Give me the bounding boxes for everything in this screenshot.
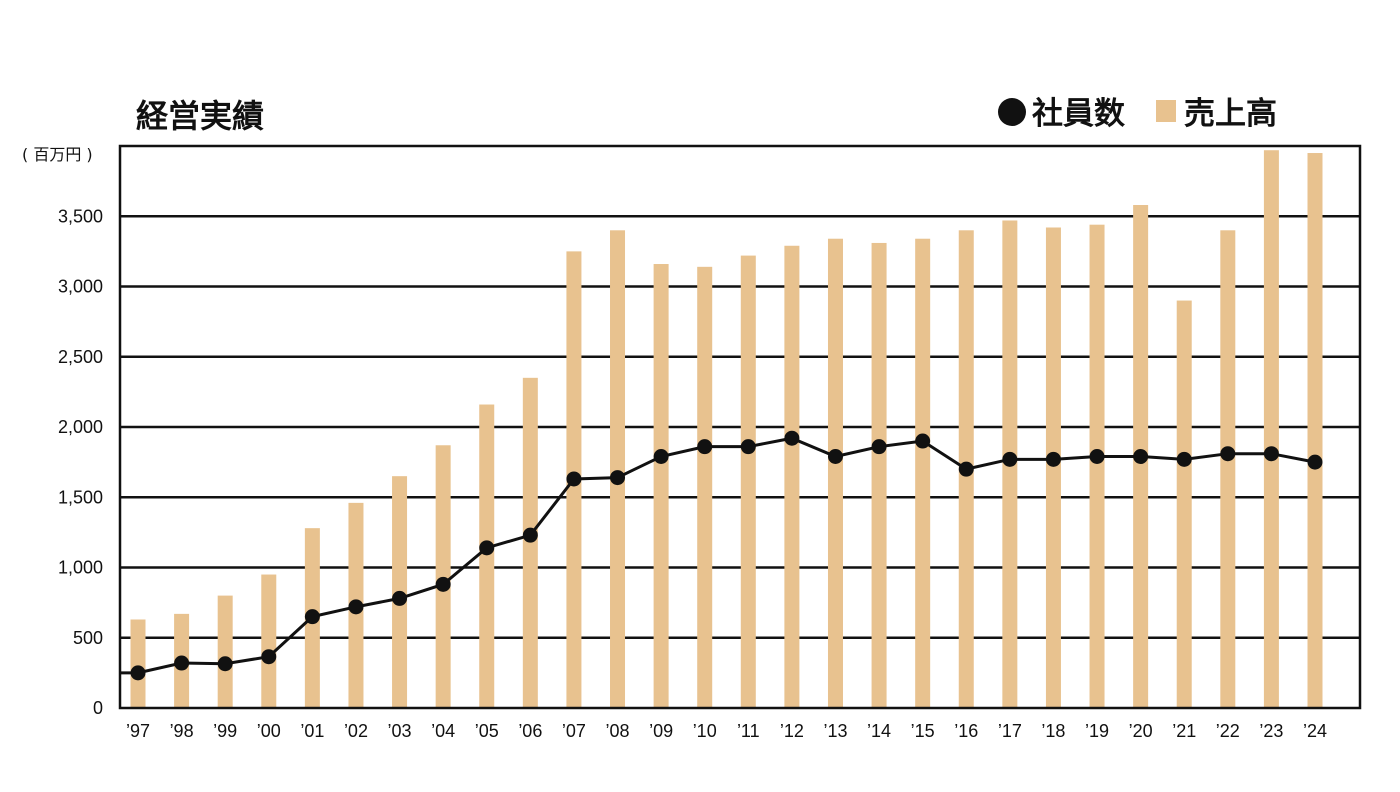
x-tick-label: ’08 [606,721,630,741]
sales-bar [130,619,146,708]
x-tick-label: ’98 [170,721,194,741]
employees-point [1220,446,1236,462]
x-tick-label: ’23 [1259,721,1283,741]
sales-bar [784,245,800,708]
x-axis-ticks: ’97 ’98 ’99 ’00 ’01 ’02 ’03 ’04 ’05 ’06 ’07 ’08 ’09 ’… [126,721,1327,741]
x-tick-label: ’22 [1216,721,1240,741]
x-tick-label: ’20 [1129,721,1153,741]
sales-bar [915,238,931,709]
y-axis-ticks: 0 500 1,000 1,500 2,000 2,500 3,000 3,500 [58,206,103,718]
plot-frame [118,144,1362,710]
y-tick-label: 2,500 [58,347,103,367]
sales-bar [1176,300,1192,708]
employees-point [958,461,974,477]
employees-point [304,609,320,625]
sales-bar [697,266,713,708]
y-tick-label: 3,000 [58,277,103,297]
y-tick-label: 2,000 [58,417,103,437]
y-unit-label: ( 百万円 ) [22,145,93,164]
legend: 社員数 売上高 [998,96,1277,132]
line-series [120,430,1323,681]
employees-point [1176,451,1192,467]
employees-point [653,449,669,465]
employees-point [174,655,190,671]
sales-bar [479,404,495,708]
sales-bar [827,238,843,709]
x-tick-label: ’09 [649,721,673,741]
x-tick-label: ’06 [518,721,542,741]
employees-point [610,470,626,486]
employees-point [697,439,713,455]
y-tick-label: 3,500 [58,206,103,226]
x-tick-label: ’04 [431,721,455,741]
x-tick-label: ’11 [737,721,760,741]
sales-bar [217,595,233,708]
employees-point [479,540,495,556]
sales-bar [1045,227,1061,709]
x-tick-label: ’19 [1085,721,1109,741]
employees-point [740,439,756,455]
sales-bar [1089,224,1105,708]
x-tick-label: ’99 [213,721,237,741]
legend-label-sales: 売上高 [1184,96,1277,132]
x-tick-label: ’21 [1172,721,1196,741]
y-tick-label: 500 [73,628,103,648]
sales-bar [1263,150,1279,709]
x-tick-label: ’17 [998,721,1022,741]
x-tick-label: ’12 [780,721,804,741]
y-tick-label: 0 [93,698,103,718]
employees-point [217,656,233,672]
employees-point [522,527,538,543]
employees-point [1089,449,1105,465]
x-tick-label: ’00 [257,721,281,741]
x-tick-label: ’18 [1041,721,1065,741]
x-tick-label: ’24 [1303,721,1327,741]
employees-point [915,433,931,449]
x-tick-label: ’13 [823,721,847,741]
y-tick-label: 1,500 [58,487,103,507]
employees-point [1133,449,1149,465]
employees-point [392,590,408,606]
x-tick-label: ’07 [562,721,586,741]
sales-bar [522,377,538,708]
legend-marker-employees [998,98,1026,126]
sales-bar [653,264,669,708]
sales-bar [435,445,451,708]
x-tick-label: ’16 [954,721,978,741]
chart-title: 経営実績 [136,97,264,135]
bar-series [130,150,1323,709]
sales-bar [871,242,887,708]
y-tick-label: 1,000 [58,558,103,578]
employees-point [130,665,146,681]
employees-point [1002,451,1018,467]
legend-label-employees: 社員数 [1032,96,1125,132]
employees-point [261,649,277,665]
sales-bar [610,230,626,709]
employees-point [566,471,582,487]
x-tick-label: ’05 [475,721,499,741]
employees-point [784,430,800,446]
sales-bar [740,255,756,708]
x-tick-label: ’03 [388,721,412,741]
employees-point [1045,451,1061,467]
employees-point [348,599,364,615]
sales-bar [1307,153,1323,708]
legend-marker-sales [1156,100,1176,122]
x-tick-label: ’97 [126,721,150,741]
employees-point [435,576,451,592]
sales-bar [261,574,277,708]
x-tick-label: ’02 [344,721,368,741]
x-tick-label: ’10 [693,721,717,741]
employees-point [1307,454,1323,470]
x-tick-label: ’14 [867,721,891,741]
x-tick-label: ’01 [300,721,324,741]
employees-point [1263,446,1279,462]
employees-point [827,449,843,465]
employees-point [871,439,887,455]
x-tick-label: ’15 [911,721,935,741]
gridlines [120,215,1360,639]
sales-bar [1220,230,1236,709]
